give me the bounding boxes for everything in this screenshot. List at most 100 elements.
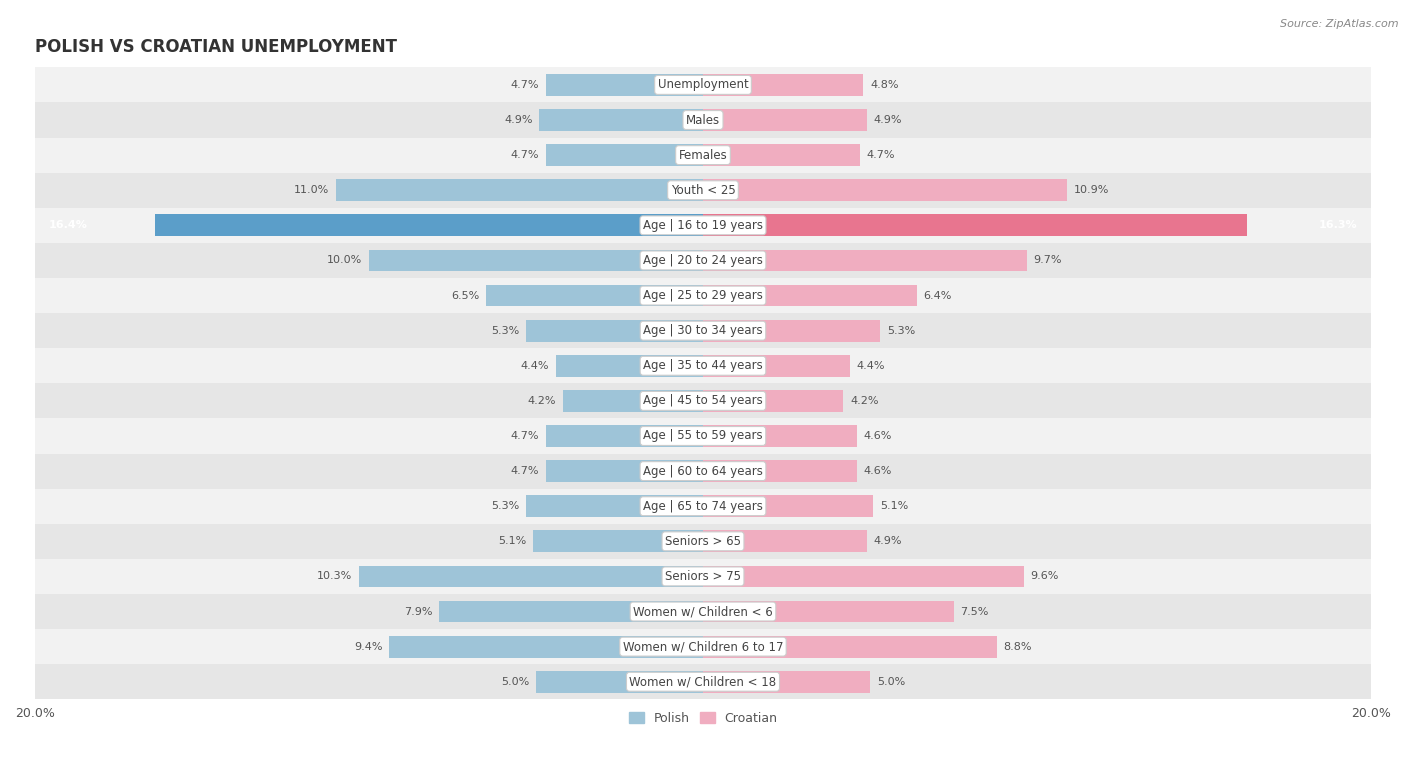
Bar bbox=[526, 319, 703, 341]
Text: Age | 20 to 24 years: Age | 20 to 24 years bbox=[643, 254, 763, 267]
Bar bbox=[35, 559, 1371, 594]
Bar bbox=[35, 278, 1371, 313]
Bar bbox=[486, 285, 703, 307]
Text: 5.3%: 5.3% bbox=[887, 326, 915, 335]
Bar bbox=[546, 74, 703, 96]
Text: 4.9%: 4.9% bbox=[873, 536, 901, 547]
Text: Age | 30 to 34 years: Age | 30 to 34 years bbox=[643, 324, 763, 337]
Text: 5.3%: 5.3% bbox=[491, 501, 519, 511]
Bar bbox=[703, 565, 1024, 587]
Bar bbox=[703, 109, 866, 131]
Text: 4.4%: 4.4% bbox=[856, 361, 886, 371]
Text: 4.7%: 4.7% bbox=[866, 150, 896, 160]
Bar bbox=[703, 179, 1067, 201]
Text: 16.4%: 16.4% bbox=[48, 220, 87, 230]
Text: 4.2%: 4.2% bbox=[527, 396, 555, 406]
Text: Women w/ Children < 18: Women w/ Children < 18 bbox=[630, 675, 776, 688]
Text: 10.0%: 10.0% bbox=[328, 255, 363, 266]
Bar bbox=[546, 145, 703, 166]
Text: 10.3%: 10.3% bbox=[316, 572, 353, 581]
Text: 4.7%: 4.7% bbox=[510, 150, 540, 160]
Text: Seniors > 75: Seniors > 75 bbox=[665, 570, 741, 583]
Text: 5.1%: 5.1% bbox=[880, 501, 908, 511]
Bar bbox=[703, 250, 1026, 271]
Text: 9.4%: 9.4% bbox=[354, 642, 382, 652]
Bar bbox=[703, 425, 856, 447]
Text: 4.7%: 4.7% bbox=[510, 431, 540, 441]
Bar bbox=[562, 390, 703, 412]
Text: 5.0%: 5.0% bbox=[501, 677, 529, 687]
Bar bbox=[35, 138, 1371, 173]
Bar bbox=[526, 495, 703, 517]
Bar bbox=[35, 173, 1371, 207]
Bar bbox=[35, 313, 1371, 348]
Bar bbox=[540, 109, 703, 131]
Text: 11.0%: 11.0% bbox=[294, 185, 329, 195]
Bar bbox=[35, 453, 1371, 489]
Bar bbox=[35, 207, 1371, 243]
Bar bbox=[35, 383, 1371, 419]
Bar bbox=[389, 636, 703, 658]
Text: Females: Females bbox=[679, 148, 727, 162]
Bar bbox=[35, 419, 1371, 453]
Text: Age | 55 to 59 years: Age | 55 to 59 years bbox=[643, 429, 763, 443]
Text: 4.6%: 4.6% bbox=[863, 466, 891, 476]
Text: 5.1%: 5.1% bbox=[498, 536, 526, 547]
Text: 9.6%: 9.6% bbox=[1031, 572, 1059, 581]
Bar bbox=[703, 355, 851, 377]
Text: Seniors > 65: Seniors > 65 bbox=[665, 534, 741, 548]
Text: Women w/ Children < 6: Women w/ Children < 6 bbox=[633, 605, 773, 618]
Bar bbox=[703, 145, 860, 166]
Text: Age | 25 to 29 years: Age | 25 to 29 years bbox=[643, 289, 763, 302]
Text: Age | 16 to 19 years: Age | 16 to 19 years bbox=[643, 219, 763, 232]
Bar bbox=[359, 565, 703, 587]
Text: 5.3%: 5.3% bbox=[491, 326, 519, 335]
Text: Women w/ Children 6 to 17: Women w/ Children 6 to 17 bbox=[623, 640, 783, 653]
Text: 4.2%: 4.2% bbox=[851, 396, 879, 406]
Bar bbox=[703, 285, 917, 307]
Bar bbox=[703, 600, 953, 622]
Bar bbox=[546, 460, 703, 482]
Text: 10.9%: 10.9% bbox=[1074, 185, 1109, 195]
Bar bbox=[555, 355, 703, 377]
Text: 4.9%: 4.9% bbox=[873, 115, 901, 125]
Bar bbox=[336, 179, 703, 201]
Text: 9.7%: 9.7% bbox=[1033, 255, 1062, 266]
Text: 4.6%: 4.6% bbox=[863, 431, 891, 441]
Bar bbox=[546, 425, 703, 447]
Bar bbox=[35, 629, 1371, 664]
Bar bbox=[35, 67, 1371, 102]
Text: Age | 65 to 74 years: Age | 65 to 74 years bbox=[643, 500, 763, 512]
Bar bbox=[703, 636, 997, 658]
Bar bbox=[536, 671, 703, 693]
Text: Age | 60 to 64 years: Age | 60 to 64 years bbox=[643, 465, 763, 478]
Text: 4.4%: 4.4% bbox=[520, 361, 550, 371]
Bar bbox=[703, 214, 1247, 236]
Bar bbox=[703, 495, 873, 517]
Text: 4.7%: 4.7% bbox=[510, 466, 540, 476]
Text: 4.8%: 4.8% bbox=[870, 80, 898, 90]
Bar bbox=[35, 102, 1371, 138]
Text: 5.0%: 5.0% bbox=[877, 677, 905, 687]
Text: 7.9%: 7.9% bbox=[404, 606, 433, 616]
Bar bbox=[703, 390, 844, 412]
Text: 6.5%: 6.5% bbox=[451, 291, 479, 301]
Text: Source: ZipAtlas.com: Source: ZipAtlas.com bbox=[1281, 19, 1399, 29]
Text: Youth < 25: Youth < 25 bbox=[671, 184, 735, 197]
Legend: Polish, Croatian: Polish, Croatian bbox=[623, 707, 783, 730]
Text: POLISH VS CROATIAN UNEMPLOYMENT: POLISH VS CROATIAN UNEMPLOYMENT bbox=[35, 38, 396, 56]
Text: 4.7%: 4.7% bbox=[510, 80, 540, 90]
Bar bbox=[35, 594, 1371, 629]
Bar bbox=[703, 74, 863, 96]
Text: Age | 35 to 44 years: Age | 35 to 44 years bbox=[643, 360, 763, 372]
Bar bbox=[35, 664, 1371, 699]
Text: 16.3%: 16.3% bbox=[1319, 220, 1358, 230]
Text: Males: Males bbox=[686, 114, 720, 126]
Text: Age | 45 to 54 years: Age | 45 to 54 years bbox=[643, 394, 763, 407]
Bar bbox=[155, 214, 703, 236]
Bar bbox=[439, 600, 703, 622]
Text: Unemployment: Unemployment bbox=[658, 79, 748, 92]
Bar bbox=[703, 531, 866, 552]
Bar bbox=[703, 460, 856, 482]
Bar bbox=[703, 671, 870, 693]
